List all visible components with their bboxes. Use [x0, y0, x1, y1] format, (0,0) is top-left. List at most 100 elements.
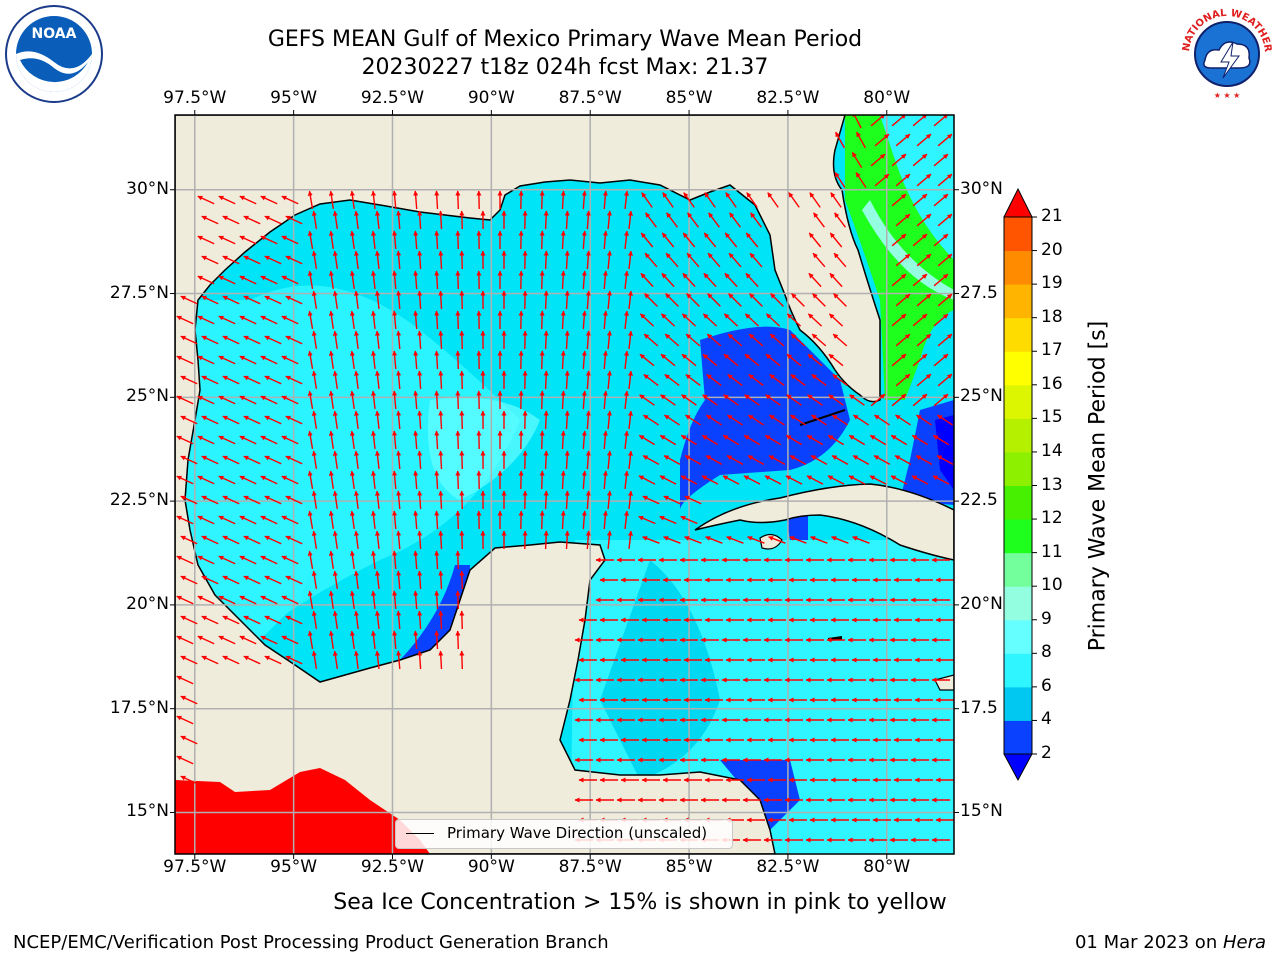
wave-arrow [933, 233, 949, 247]
wave-arrow [176, 635, 194, 645]
wave-arrow [176, 475, 194, 485]
wave-arrow [218, 475, 236, 485]
wave-arrow [455, 550, 461, 570]
wave-arrow [833, 252, 847, 268]
wave-arrow [201, 615, 219, 625]
wave-arrow [222, 455, 240, 465]
wave-arrow [375, 650, 381, 669]
wave-arrow [285, 335, 303, 345]
wave-arrow [281, 315, 299, 325]
wave-arrow [891, 313, 907, 327]
map-subtitle-run: 20230227 t18z 024h fcst Max: 21.37 [361, 55, 769, 80]
wave-arrow [687, 212, 699, 228]
wave-arrow [201, 215, 219, 225]
wave-arrow [706, 333, 722, 347]
wave-arrow [705, 454, 723, 466]
wave-arrow [606, 370, 612, 390]
wave-arrow [894, 454, 912, 466]
wave-arrow [438, 610, 444, 630]
wave-arrow [281, 475, 299, 485]
wave-arrow [264, 495, 282, 505]
wave-arrow [643, 414, 659, 426]
wave-arrow [564, 450, 570, 470]
wave-arrow [392, 470, 398, 490]
wave-arrow [311, 450, 318, 470]
wave-arrow [243, 615, 261, 625]
wave-arrow [912, 115, 928, 127]
wave-arrow [455, 350, 461, 370]
wave-arrow [895, 133, 911, 147]
wave-arrow [243, 575, 261, 585]
wave-arrow [328, 310, 334, 330]
wave-arrow [659, 475, 677, 485]
wave-arrow [581, 310, 587, 330]
wave-arrow [413, 590, 419, 610]
lat-tick-label-right: 17.5 [960, 697, 998, 718]
wave-arrow [911, 475, 929, 485]
wave-arrow [662, 192, 674, 208]
wave-arrow [264, 375, 282, 385]
wave-arrow [870, 153, 886, 167]
colorbar-label: Primary Wave Mean Period [s] [1085, 320, 1111, 652]
wave-arrow [239, 515, 257, 525]
wave-arrow [748, 374, 764, 386]
wave-arrow [627, 490, 633, 509]
wave-arrow [539, 310, 545, 330]
colorbar-tick-label: 16 [1041, 373, 1063, 394]
wave-arrow [197, 355, 215, 365]
wave-arrow [701, 475, 719, 485]
wave-arrow [682, 272, 696, 288]
wave-arrow [834, 212, 846, 228]
wave-arrow [180, 615, 198, 625]
wave-arrow [627, 530, 633, 549]
colorbar-tick-label: 9 [1041, 608, 1052, 629]
wave-arrow [332, 290, 338, 310]
wave-arrow [543, 410, 549, 430]
wave-arrow [375, 530, 381, 549]
wave-arrow [539, 470, 545, 490]
wave-arrow [809, 192, 821, 208]
wave-arrow [827, 434, 845, 446]
wave-arrow [663, 495, 681, 505]
wave-arrow [745, 232, 759, 248]
wave-arrow [371, 270, 377, 289]
wave-arrow [560, 270, 566, 290]
wave-arrow [349, 310, 355, 329]
wave-arrow [413, 190, 419, 210]
lon-tick-label-top: 85°W [665, 88, 713, 108]
wave-arrow [197, 595, 215, 605]
wave-arrow [417, 410, 423, 430]
wave-arrow [176, 395, 194, 405]
wave-arrow [743, 475, 761, 485]
wave-arrow [375, 410, 381, 429]
wave-arrow [811, 414, 827, 426]
colorbar-tick-label: 17 [1041, 340, 1063, 361]
wave-arrow [417, 250, 423, 270]
colorbar-segment [1004, 519, 1032, 554]
wave-arrow [243, 495, 261, 505]
wave-arrow [831, 454, 849, 466]
lon-tick-label-bottom: 85°W [665, 857, 713, 877]
wave-arrow [332, 250, 338, 270]
wave-arrow [332, 650, 338, 670]
wave-arrow [455, 190, 461, 210]
wave-arrow [239, 395, 257, 405]
wave-arrow [790, 333, 806, 347]
wave-arrow [937, 253, 953, 267]
wave-arrow [602, 470, 608, 490]
wave-arrow [332, 610, 338, 630]
wave-arrow [180, 415, 198, 425]
wave-arrow [222, 575, 240, 585]
wave-arrow [543, 290, 549, 310]
lat-tick-label-left: 20°N [126, 593, 169, 614]
wave-arrow [638, 475, 656, 485]
wave-arrow [581, 350, 587, 370]
wave-arrow [311, 490, 318, 510]
wave-arrow [606, 330, 612, 350]
wave-arrow [328, 350, 334, 370]
wave-arrow [645, 212, 657, 228]
wave-arrow [180, 535, 198, 545]
wave-arrow [332, 370, 338, 390]
wave-arrow [264, 415, 282, 425]
